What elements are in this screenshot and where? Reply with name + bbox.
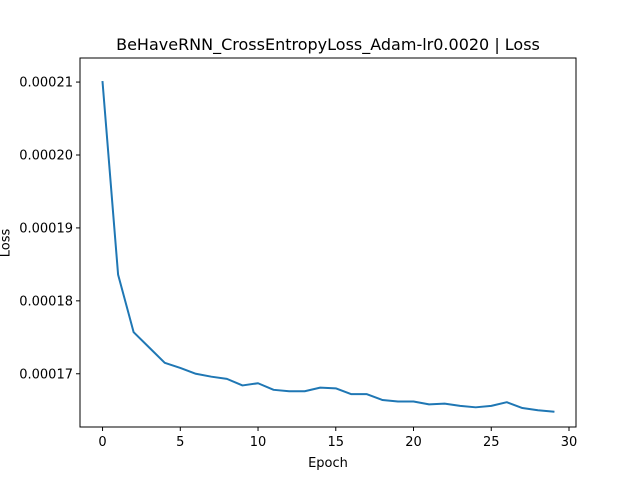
series-layer [101, 80, 555, 413]
plot-frame [79, 57, 577, 428]
x-tick-label: 10 [250, 435, 267, 450]
y-axis: 0.00017 0.00018 0.00019 0.00020 0.00021 [19, 76, 80, 382]
x-tick-label: 20 [405, 435, 422, 450]
x-tick-label: 5 [176, 435, 184, 450]
y-tick-label: 0.00020 [19, 148, 73, 163]
x-tick-label: 30 [561, 435, 578, 450]
y-tick-label: 0.00017 [19, 367, 73, 382]
x-tick-label: 0 [98, 435, 106, 450]
x-axis: 0 5 10 15 20 25 30 [98, 427, 577, 450]
y-tick-label: 0.00021 [19, 76, 73, 91]
x-tick-label: 15 [328, 435, 345, 450]
loss-series-line [101, 80, 555, 413]
x-axis-label: Epoch [308, 456, 348, 471]
y-tick-label: 0.00019 [19, 221, 73, 236]
x-tick-label: 25 [483, 435, 500, 450]
chart-title: BeHaveRNN_CrossEntropyLoss_Adam-lr0.0020… [116, 35, 540, 55]
y-axis-label: Loss [0, 229, 14, 258]
y-tick-label: 0.00018 [19, 294, 73, 309]
